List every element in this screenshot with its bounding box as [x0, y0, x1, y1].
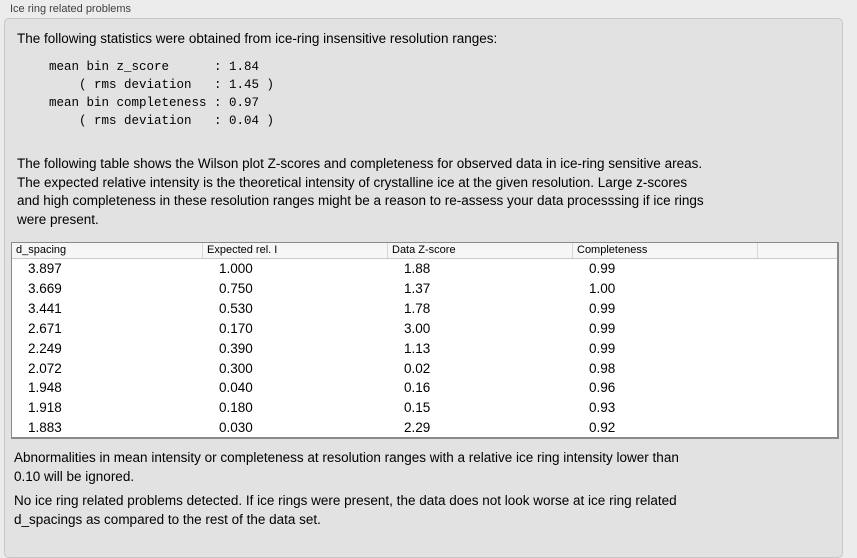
table-row[interactable]: 2.249 0.390 1.13 0.99: [12, 338, 837, 358]
cell-d-spacing: 1.948: [28, 380, 62, 396]
groupbox-title: Ice ring related problems: [10, 3, 132, 15]
cell-data-z-score: 1.78: [404, 301, 431, 317]
cell-data-z-score: 1.37: [404, 281, 431, 297]
table-row[interactable]: 1.883 0.030 2.29 0.92: [12, 418, 837, 438]
cell-d-spacing: 1.883: [28, 420, 62, 436]
cell-expected-rel-i: 0.040: [219, 380, 253, 396]
cell-expected-rel-i: 0.300: [219, 360, 253, 376]
table-row[interactable]: 3.441 0.530 1.78 0.99: [12, 299, 837, 319]
stats-block: mean bin z_score : 1.84 ( rms deviation …: [49, 60, 275, 128]
cell-completeness: 1.00: [589, 281, 616, 297]
cell-d-spacing: 3.669: [28, 281, 62, 297]
cell-completeness: 0.99: [589, 340, 616, 356]
cell-expected-rel-i: 0.390: [219, 340, 253, 356]
cell-expected-rel-i: 0.530: [219, 301, 253, 317]
table-description: The following table shows the Wilson plo…: [17, 156, 704, 227]
conclusion-text: No ice ring related problems detected. I…: [14, 493, 677, 527]
table-row[interactable]: 1.918 0.180 0.15 0.93: [12, 398, 837, 418]
column-header-completeness[interactable]: Completeness: [573, 243, 758, 258]
cell-expected-rel-i: 0.170: [219, 320, 253, 336]
cell-data-z-score: 3.00: [404, 320, 431, 336]
table-row[interactable]: 1.948 0.040 0.16 0.96: [12, 378, 837, 398]
table-header: d_spacing Expected rel. I Data Z-score C…: [12, 243, 837, 259]
cell-completeness: 0.93: [589, 400, 616, 416]
column-header-empty: [758, 243, 837, 258]
ignore-note: Abnormalities in mean intensity or compl…: [14, 450, 679, 484]
ice-ring-table: d_spacing Expected rel. I Data Z-score C…: [11, 242, 839, 439]
cell-d-spacing: 2.249: [28, 340, 62, 356]
cell-data-z-score: 1.13: [404, 340, 431, 356]
cell-data-z-score: 0.02: [404, 360, 431, 376]
intro-text: The following statistics were obtained f…: [17, 31, 498, 46]
cell-data-z-score: 0.16: [404, 380, 431, 396]
cell-expected-rel-i: 1.000: [219, 261, 253, 277]
app-background: { "panel": { "title": "Ice ring related …: [4, 3, 843, 558]
cell-completeness: 0.99: [589, 261, 616, 277]
cell-data-z-score: 1.88: [404, 261, 431, 277]
cell-d-spacing: 3.897: [28, 261, 62, 277]
ice-ring-groupbox: The following statistics were obtained f…: [4, 18, 843, 558]
cell-completeness: 0.99: [589, 301, 616, 317]
cell-d-spacing: 2.072: [28, 360, 62, 376]
cell-completeness: 0.99: [589, 320, 616, 336]
column-header-d-spacing[interactable]: d_spacing: [12, 243, 203, 258]
column-header-expected-rel-i[interactable]: Expected rel. I: [203, 243, 388, 258]
cell-d-spacing: 3.441: [28, 301, 62, 317]
cell-d-spacing: 1.918: [28, 400, 62, 416]
cell-d-spacing: 2.671: [28, 320, 62, 336]
table-row[interactable]: 3.897 1.000 1.88 0.99: [12, 259, 837, 279]
cell-expected-rel-i: 0.180: [219, 400, 253, 416]
table-body: 3.897 1.000 1.88 0.99 3.669 0.750 1.37 1…: [12, 259, 837, 438]
table-row[interactable]: 3.669 0.750 1.37 1.00: [12, 279, 837, 299]
cell-expected-rel-i: 0.750: [219, 281, 253, 297]
cell-completeness: 0.96: [589, 380, 616, 396]
cell-data-z-score: 2.29: [404, 420, 431, 436]
column-header-data-z-score[interactable]: Data Z-score: [388, 243, 573, 258]
cell-expected-rel-i: 0.030: [219, 420, 253, 436]
cell-data-z-score: 0.15: [404, 400, 431, 416]
table-row[interactable]: 2.671 0.170 3.00 0.99: [12, 319, 837, 339]
cell-completeness: 0.98: [589, 360, 616, 376]
cell-completeness: 0.92: [589, 420, 616, 436]
table-row[interactable]: 2.072 0.300 0.02 0.98: [12, 358, 837, 378]
